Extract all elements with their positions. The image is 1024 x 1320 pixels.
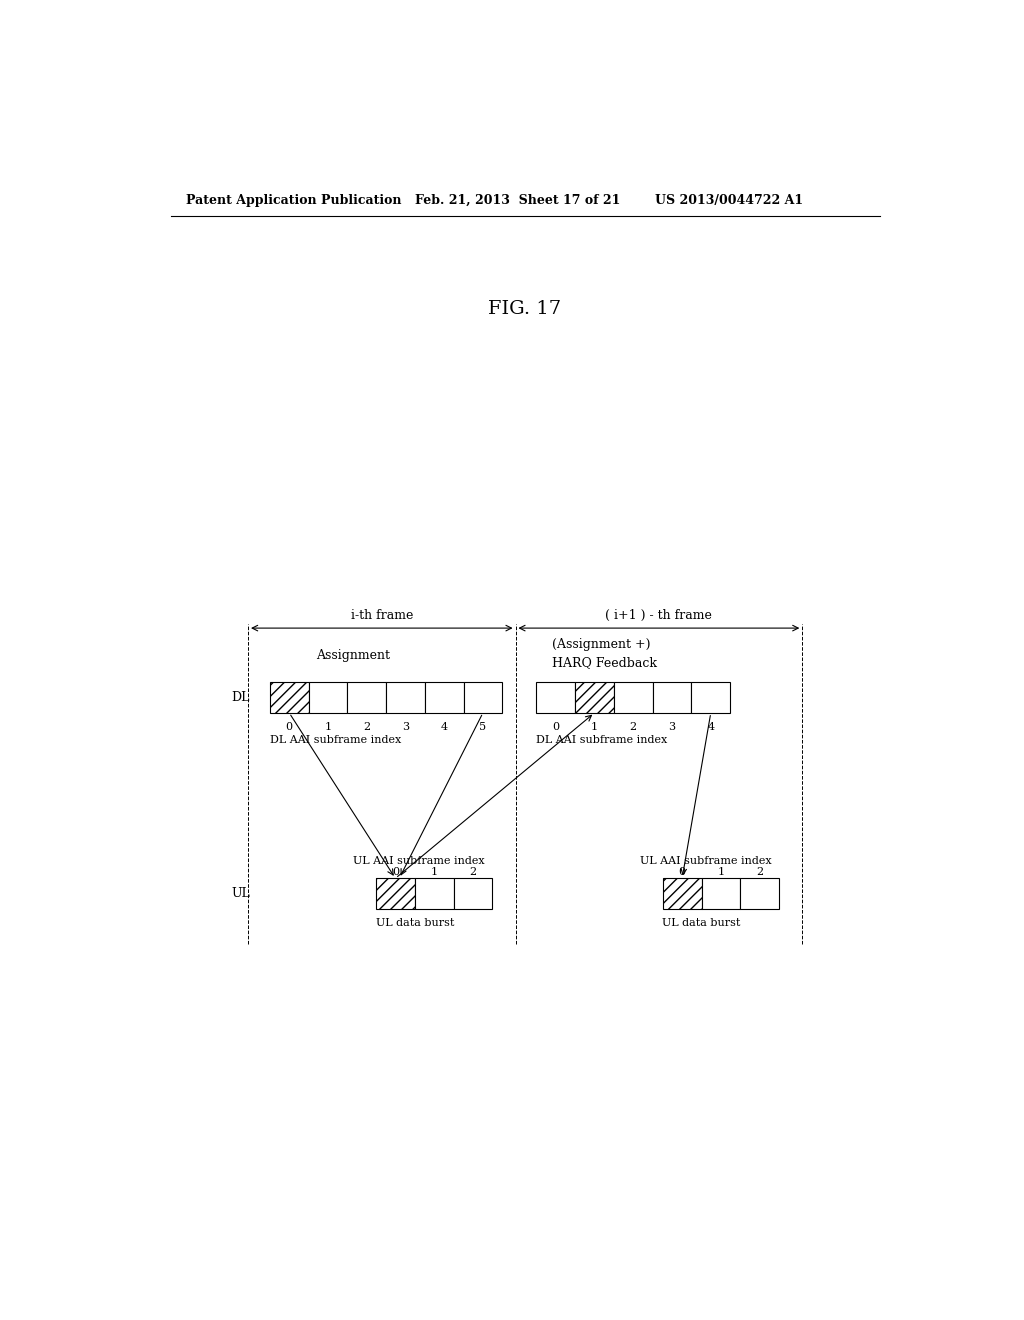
- Bar: [663, 878, 701, 909]
- Text: 2: 2: [469, 867, 476, 878]
- Text: DL: DL: [231, 690, 250, 704]
- Text: 1: 1: [325, 722, 332, 731]
- Bar: [614, 682, 652, 713]
- Text: US 2013/0044722 A1: US 2013/0044722 A1: [655, 194, 803, 207]
- Bar: [454, 878, 493, 909]
- Bar: [663, 878, 701, 909]
- Bar: [376, 878, 415, 909]
- Text: Assignment: Assignment: [316, 648, 390, 661]
- Bar: [537, 682, 575, 713]
- Text: i-th frame: i-th frame: [350, 609, 413, 622]
- Bar: [270, 682, 308, 713]
- Text: 0: 0: [552, 722, 559, 731]
- Text: UL AAI subframe index: UL AAI subframe index: [640, 857, 771, 866]
- Text: UL data burst: UL data burst: [376, 917, 454, 928]
- Bar: [376, 878, 415, 909]
- Bar: [425, 682, 464, 713]
- Bar: [575, 682, 614, 713]
- Text: UL: UL: [231, 887, 250, 900]
- Text: 5: 5: [479, 722, 486, 731]
- Text: 0: 0: [392, 867, 399, 878]
- Text: 4: 4: [708, 722, 715, 731]
- Bar: [386, 682, 425, 713]
- Text: DL AAI subframe index: DL AAI subframe index: [270, 735, 401, 744]
- Text: DL AAI subframe index: DL AAI subframe index: [537, 735, 668, 744]
- Text: 0: 0: [679, 867, 686, 878]
- Bar: [415, 878, 454, 909]
- Bar: [347, 682, 386, 713]
- Bar: [464, 682, 503, 713]
- Text: UL AAI subframe index: UL AAI subframe index: [352, 857, 484, 866]
- Bar: [575, 682, 614, 713]
- Bar: [652, 682, 691, 713]
- Text: 0: 0: [286, 722, 293, 731]
- Text: 2: 2: [364, 722, 371, 731]
- Text: 2: 2: [630, 722, 637, 731]
- Bar: [740, 878, 779, 909]
- Bar: [270, 682, 308, 713]
- Bar: [691, 682, 730, 713]
- Text: 1: 1: [591, 722, 598, 731]
- Text: ( i+1 ) - th frame: ( i+1 ) - th frame: [605, 609, 713, 622]
- Text: (Assignment +)
HARQ Feedback: (Assignment +) HARQ Feedback: [552, 638, 657, 669]
- Text: 2: 2: [756, 867, 763, 878]
- Text: 4: 4: [440, 722, 447, 731]
- Text: 1: 1: [430, 867, 437, 878]
- Text: Feb. 21, 2013  Sheet 17 of 21: Feb. 21, 2013 Sheet 17 of 21: [415, 194, 621, 207]
- Text: FIG. 17: FIG. 17: [488, 300, 561, 318]
- Bar: [308, 682, 347, 713]
- Text: 1: 1: [718, 867, 724, 878]
- Text: UL data burst: UL data burst: [663, 917, 740, 928]
- Text: 3: 3: [669, 722, 676, 731]
- Bar: [701, 878, 740, 909]
- Text: Patent Application Publication: Patent Application Publication: [186, 194, 401, 207]
- Text: 3: 3: [401, 722, 409, 731]
